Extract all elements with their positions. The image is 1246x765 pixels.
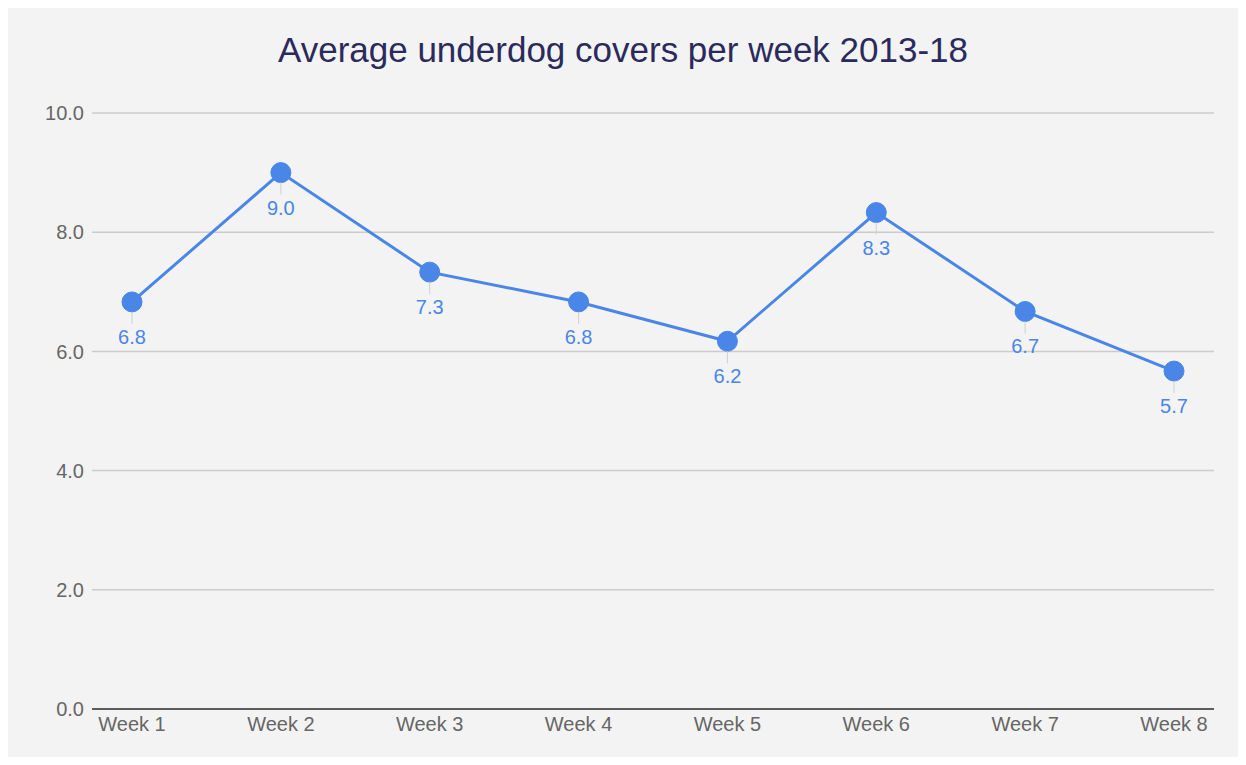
svg-text:0.0: 0.0	[56, 698, 84, 720]
svg-text:9.0: 9.0	[267, 197, 295, 219]
svg-text:Week 8: Week 8	[1140, 713, 1207, 735]
svg-text:6.2: 6.2	[714, 365, 742, 387]
svg-text:Week 3: Week 3	[396, 713, 463, 735]
svg-text:7.3: 7.3	[416, 296, 444, 318]
svg-text:Week 4: Week 4	[545, 713, 612, 735]
svg-text:8.3: 8.3	[862, 237, 890, 259]
svg-text:Week 6: Week 6	[843, 713, 910, 735]
svg-text:4.0: 4.0	[56, 460, 84, 482]
svg-text:Week 7: Week 7	[991, 713, 1058, 735]
svg-text:5.7: 5.7	[1160, 395, 1188, 417]
html-text:Average underdog covers per we: Average underdog covers per week 2013-18	[278, 30, 968, 69]
svg-text:6.8: 6.8	[565, 326, 593, 348]
svg-text:6.8: 6.8	[118, 326, 146, 348]
svg-text:Week 5: Week 5	[694, 713, 761, 735]
svg-text:6.7: 6.7	[1011, 335, 1039, 357]
svg-text:10.0: 10.0	[45, 102, 84, 124]
svg-text:8.0: 8.0	[56, 221, 84, 243]
svg-text:Week 2: Week 2	[247, 713, 314, 735]
svg-text:2.0: 2.0	[56, 579, 84, 601]
svg-text:Week 1: Week 1	[98, 713, 165, 735]
svg-text:6.0: 6.0	[56, 341, 84, 363]
